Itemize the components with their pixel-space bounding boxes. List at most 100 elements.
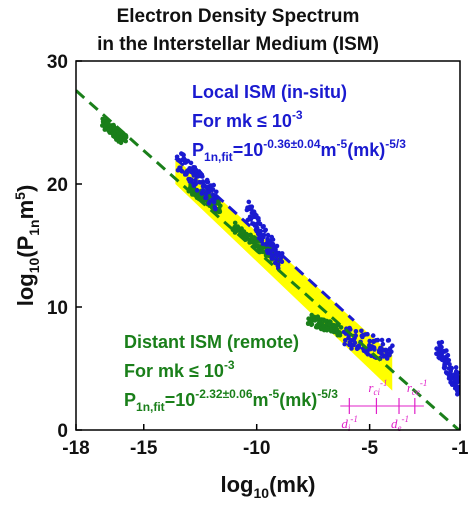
distant-annotation-condition: For mk ≤ 10-3 [124,358,235,381]
local_insitu-point [189,177,194,183]
local_insitu-point [211,182,216,188]
distant-fit-line [76,89,460,430]
local_insitu-point [360,332,366,338]
local_insitu-point [439,339,445,345]
local_insitu-point [447,362,452,367]
local_insitu-point [349,346,354,351]
plot-area [76,89,460,430]
distant_remote-point [123,135,129,140]
local_insitu-point [188,160,194,166]
local_insitu-point [379,337,385,343]
local_insitu-point [211,200,217,205]
y-tick-label: 0 [57,421,68,442]
distant_remote-point [338,325,344,330]
distant_remote-point [217,208,222,213]
distant_remote-point [218,203,223,209]
y-tick-label: 10 [47,298,68,319]
distant_remote-point [240,229,246,234]
local-annotation-fit-equation: P1n,fit=10-0.36±0.04m-5(mk)-5/3 [192,137,406,164]
local_insitu-point [214,189,219,195]
x-tick-label: -18 [62,438,89,459]
local_insitu-point [193,177,198,183]
local_insitu-point [200,188,206,193]
local_insitu-point [270,256,276,261]
local_insitu-point [275,263,281,268]
local_insitu-point [390,343,395,349]
local_insitu-point [352,340,358,346]
plot-content [76,89,460,430]
local_insitu-point [259,238,265,243]
plot-frame [75,60,461,431]
x-tick-label: -5 [361,438,378,459]
local_insitu-point [260,241,266,247]
local_insitu-point [365,331,370,337]
local_insitu-point [261,224,266,229]
distant-annotation-heading: Distant ISM (remote) [124,332,299,352]
local_insitu-point [205,179,211,185]
distant_remote-point [232,220,238,226]
local_insitu-point [367,338,373,344]
scale-label: de-1 [391,414,409,433]
x-tick-label: -1 [452,438,469,459]
local_insitu-point [445,352,451,358]
local_insitu-point [247,216,252,222]
local_insitu-point [456,389,460,394]
local_insitu-point [200,174,205,179]
local_insitu-point [375,337,381,343]
local_insitu-point [356,343,362,348]
x-axis-label: log10(mk) [220,472,315,501]
local_insitu-point [353,333,359,338]
annotations: Local ISM (in-situ) For mk ≤ 10-3 P1n,fit=… [124,82,406,414]
local_insitu-point [274,257,279,262]
local_insitu-point [209,188,215,193]
distant_remote-point [253,239,259,244]
local_insitu-point [257,221,263,227]
chart-title-line-1: Electron Density Spectrum [117,6,360,27]
local_insitu-point [353,329,359,334]
local_insitu-point [380,341,386,347]
local_insitu-point [343,338,348,343]
local_insitu-point [279,259,285,265]
scale-label: rce-1 [407,378,428,397]
local-annotation-condition: For mk ≤ 10-3 [192,108,303,131]
local_insitu-point [194,188,200,193]
local_insitu-point [387,353,392,358]
local-fit-line [174,157,355,322]
local_insitu-point [269,248,274,253]
scale-markers: di-1 rci-1de-1 rce-1 [340,378,427,433]
distant_remote-point [336,330,342,335]
local_insitu-point [370,333,376,338]
local_insitu-point [265,232,271,238]
local_insitu-point [258,228,264,234]
local_insitu-point [453,365,459,370]
y-tick-label: 30 [47,52,68,73]
local_insitu-point [446,358,452,363]
local_insitu-point [249,206,254,212]
local_insitu-point [455,370,460,376]
local_insitu-point [179,169,185,174]
local_insitu-point [263,227,269,233]
chart-title-line-2: in the Interstellar Medium (ISM) [97,34,379,55]
local_insitu-point [389,349,394,355]
x-tick-label: -10 [243,438,270,459]
local_insitu-point [181,152,186,158]
local_insitu-point [439,344,444,350]
y-axis-label: log10(P1nm5) [12,185,42,307]
local_insitu-point [456,384,460,390]
scale-label: di-1 [341,414,358,433]
local-annotation-heading: Local ISM (in-situ) [192,82,347,102]
local_insitu-point [448,369,453,374]
distant-annotation-fit-equation: P1n,fit=10-2.32±0.06m-5(mk)-5/3 [124,387,338,414]
y-tick-label: 20 [47,175,68,196]
local_insitu-point [359,328,364,334]
local_insitu-point [206,201,212,206]
local_insitu-point [442,364,448,369]
local_insitu-point [342,341,348,347]
axes: -18 -15 -10 -5 -10102030log10(mk)log10(P1nm5… [12,52,469,501]
local_insitu-point [213,206,218,212]
local_insitu-point [449,365,455,371]
local_insitu-point [384,356,390,361]
local_insitu-point [348,327,353,332]
local_insitu-point [246,199,252,205]
local_insitu-point [371,345,377,350]
